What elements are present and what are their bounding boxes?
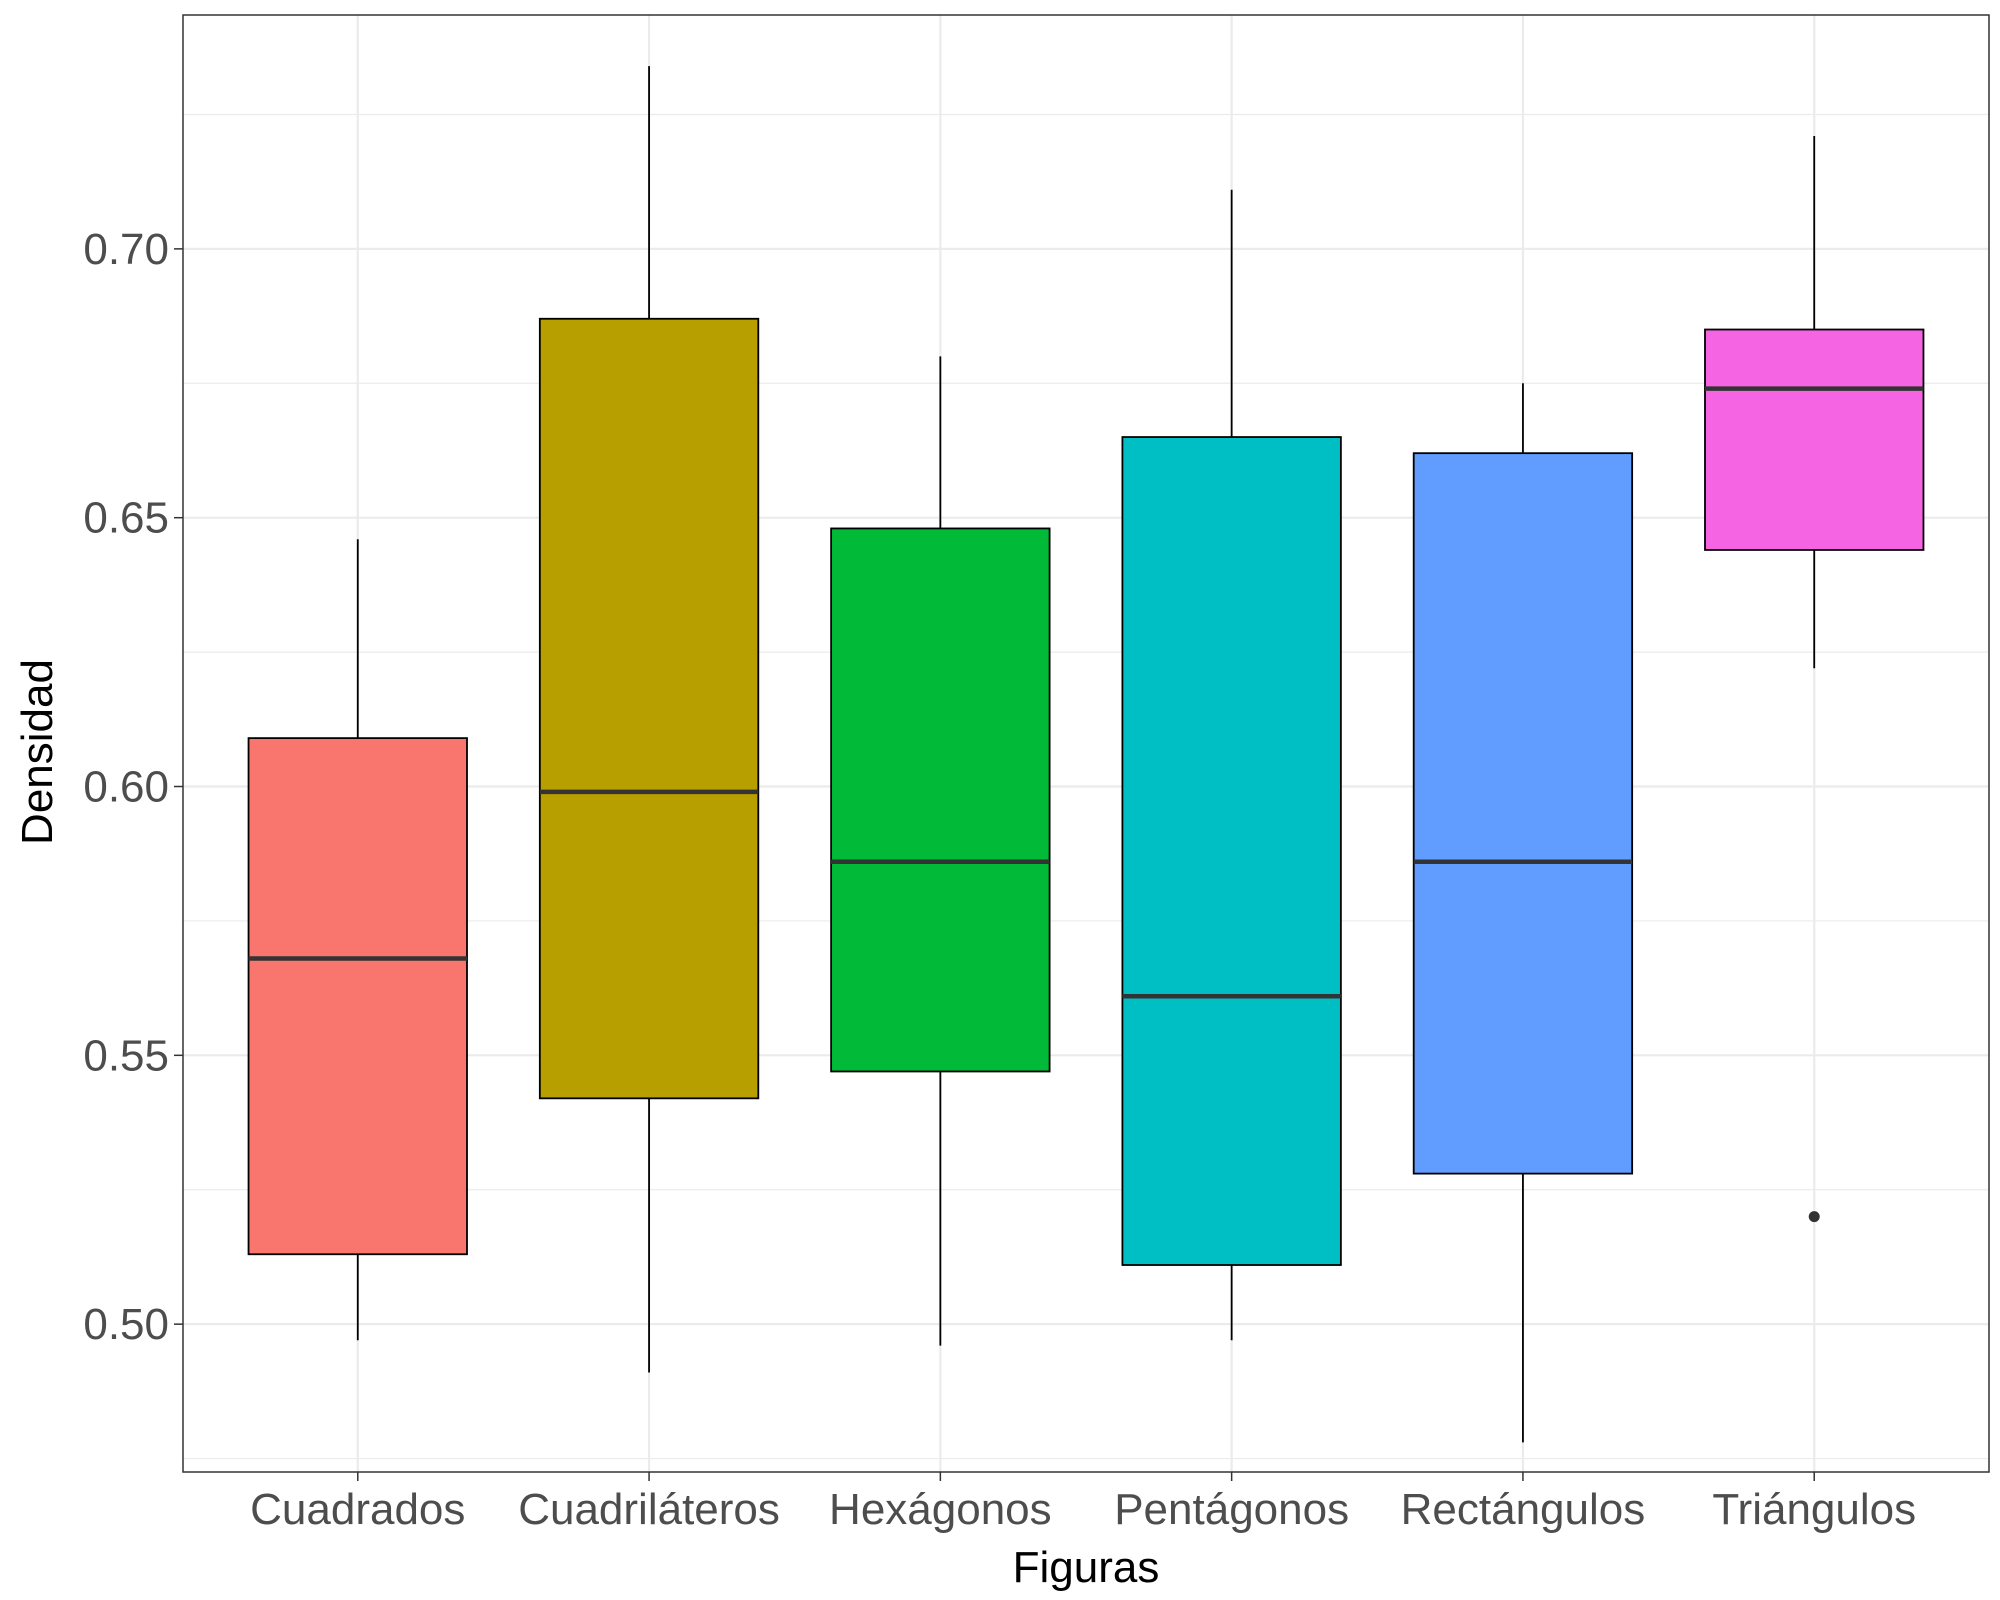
box-iqr [538, 317, 760, 1100]
box-Triángulos [1704, 135, 1925, 1223]
y-axis-title: Densidad [13, 659, 62, 845]
panel-border [182, 14, 1990, 1473]
y-tick-label: 0.65 [83, 494, 169, 543]
x-tick-label: Triángulos [1712, 1485, 1916, 1534]
box-iqr [1704, 328, 1925, 551]
outlier-point [1808, 1211, 1820, 1223]
box-Rectángulos [1412, 383, 1634, 1443]
box-Cuadrados [247, 539, 468, 1341]
boxes [247, 66, 1925, 1443]
x-tick-label: Cuadriláteros [518, 1485, 780, 1534]
x-tick-label: Cuadrados [250, 1485, 465, 1534]
y-tick-label: 0.70 [83, 225, 169, 274]
panel-background [183, 15, 1989, 1472]
box-iqr [830, 527, 1051, 1073]
x-tick-label: Hexágonos [829, 1485, 1052, 1534]
x-tick-label: Rectángulos [1401, 1485, 1646, 1534]
box-iqr [247, 737, 468, 1256]
box-iqr [1121, 436, 1342, 1266]
x-axis-title: Figuras [1013, 1543, 1160, 1592]
box-iqr [1412, 452, 1634, 1175]
box-Pentágonos [1121, 189, 1342, 1341]
box-Cuadriláteros [538, 66, 760, 1373]
y-tick-label: 0.60 [83, 763, 169, 812]
box-Hexágonos [830, 356, 1051, 1346]
y-tick-label: 0.55 [83, 1031, 169, 1080]
y-tick-label: 0.50 [83, 1300, 169, 1349]
x-tick-label: Pentágonos [1114, 1485, 1349, 1534]
axis-ticks: 0.50 0.55 0.60 0.65 0.70 Cuadrados Cuadriláter… [83, 225, 1916, 1534]
